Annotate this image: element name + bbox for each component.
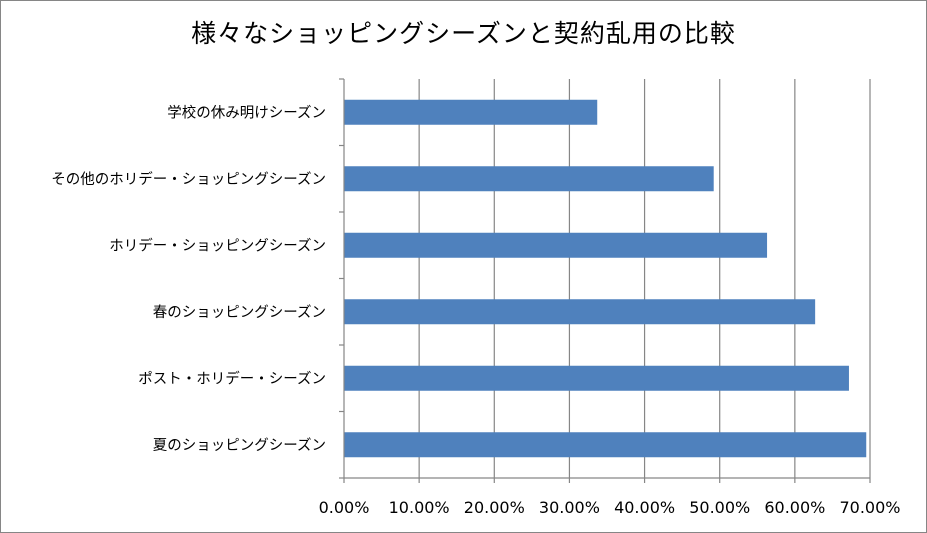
y-category-label: 夏のショッピングシーズン (153, 437, 326, 454)
y-category-label: 春のショッピングシーズン (153, 304, 326, 321)
axes (339, 78, 871, 483)
gridlines (418, 79, 871, 478)
axis-labels: 0.00% 10.00% 20.00% 30.00% 40.00% 50.00% 60.00… (51, 104, 900, 517)
y-category-label: 学校の休み明けシーズン (167, 104, 326, 121)
bar (344, 166, 714, 192)
y-category-label: ポスト・ホリデー・シーズン (138, 369, 326, 387)
x-tick-label: 60.00% (764, 498, 825, 517)
y-category-label: その他のホリデー・ショッピングシーズン (51, 170, 326, 188)
x-tick-label: 50.00% (689, 498, 750, 517)
bar (344, 365, 849, 391)
y-category-label: ホリデー・ショッピングシーズン (109, 236, 326, 254)
x-tick-label: 70.00% (839, 498, 900, 517)
chart-title: 様々なショッピングシーズンと契約乱用の比較 (191, 19, 736, 48)
bar (344, 99, 598, 125)
x-tick-label: 40.00% (614, 498, 675, 517)
x-tick-label: 0.00% (319, 498, 370, 517)
x-tick-label: 20.00% (464, 498, 525, 517)
bar (344, 299, 816, 325)
x-tick-label: 30.00% (539, 498, 600, 517)
bar (344, 432, 867, 458)
x-tick-label: 10.00% (389, 498, 450, 517)
bar (344, 232, 768, 258)
bars (344, 99, 867, 458)
